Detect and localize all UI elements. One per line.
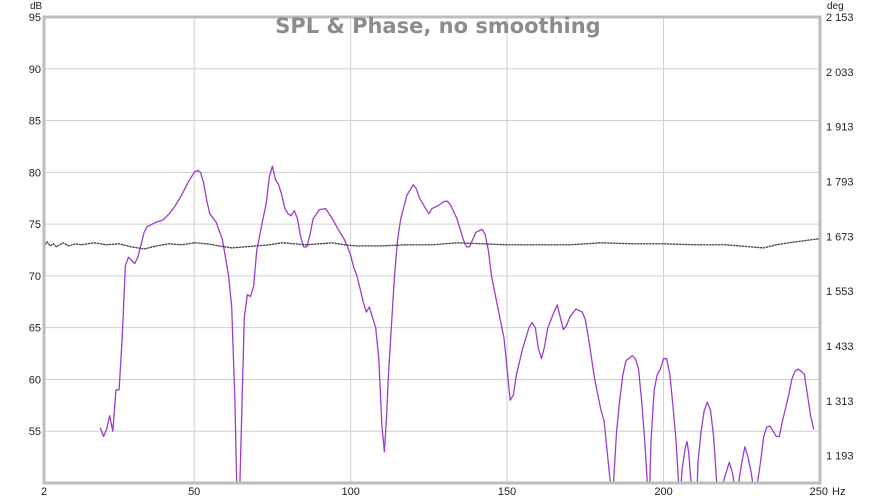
y2-tick-label: 1 673 bbox=[826, 231, 854, 243]
y2-tick-label: 1 553 bbox=[826, 286, 854, 298]
x-axis-unit-label: Hz bbox=[832, 486, 845, 498]
x-tick-label: 150 bbox=[498, 486, 516, 498]
x-tick-label: 50 bbox=[188, 486, 200, 498]
x-tick-label: 250 bbox=[810, 486, 828, 498]
y-tick-label: 95 bbox=[29, 12, 41, 24]
plot-background bbox=[44, 17, 820, 483]
series-layer bbox=[44, 165, 820, 483]
tick-labels: 55 60 65 70 75 80 85 90 95 1 193 1 313 1 433 1 553 1 … bbox=[29, 12, 854, 498]
y-tick-label: 60 bbox=[29, 374, 41, 386]
y-tick-label: 65 bbox=[29, 323, 41, 335]
y-tick-label: 70 bbox=[29, 271, 41, 283]
y-tick-label: 85 bbox=[29, 116, 41, 128]
y2-tick-label: 2 153 bbox=[826, 12, 854, 24]
y2-tick-label: 1 313 bbox=[826, 396, 854, 408]
y-tick-label: 90 bbox=[29, 64, 41, 76]
y-tick-label: 80 bbox=[29, 167, 41, 179]
y2-tick-label: 1 793 bbox=[826, 176, 854, 188]
phase-series-line bbox=[44, 237, 820, 250]
x-tick-label: 200 bbox=[654, 486, 672, 498]
y-tick-label: 55 bbox=[29, 426, 41, 438]
y2-tick-label: 2 033 bbox=[826, 67, 854, 79]
grid-lines bbox=[44, 17, 820, 483]
y-axis-unit-label: dB bbox=[30, 1, 43, 12]
y2-tick-label: 1 913 bbox=[826, 122, 854, 134]
y2-tick-label: 1 193 bbox=[826, 451, 854, 463]
plot-frame bbox=[42, 15, 822, 485]
y2-tick-label: 1 433 bbox=[826, 341, 854, 353]
chart-title: SPL & Phase, no smoothing bbox=[275, 14, 600, 38]
y2-axis-unit-label: deg bbox=[827, 1, 844, 12]
x-tick-label: 100 bbox=[341, 486, 359, 498]
x-tick-label: 2 bbox=[41, 486, 47, 498]
y-tick-label: 75 bbox=[29, 219, 41, 231]
